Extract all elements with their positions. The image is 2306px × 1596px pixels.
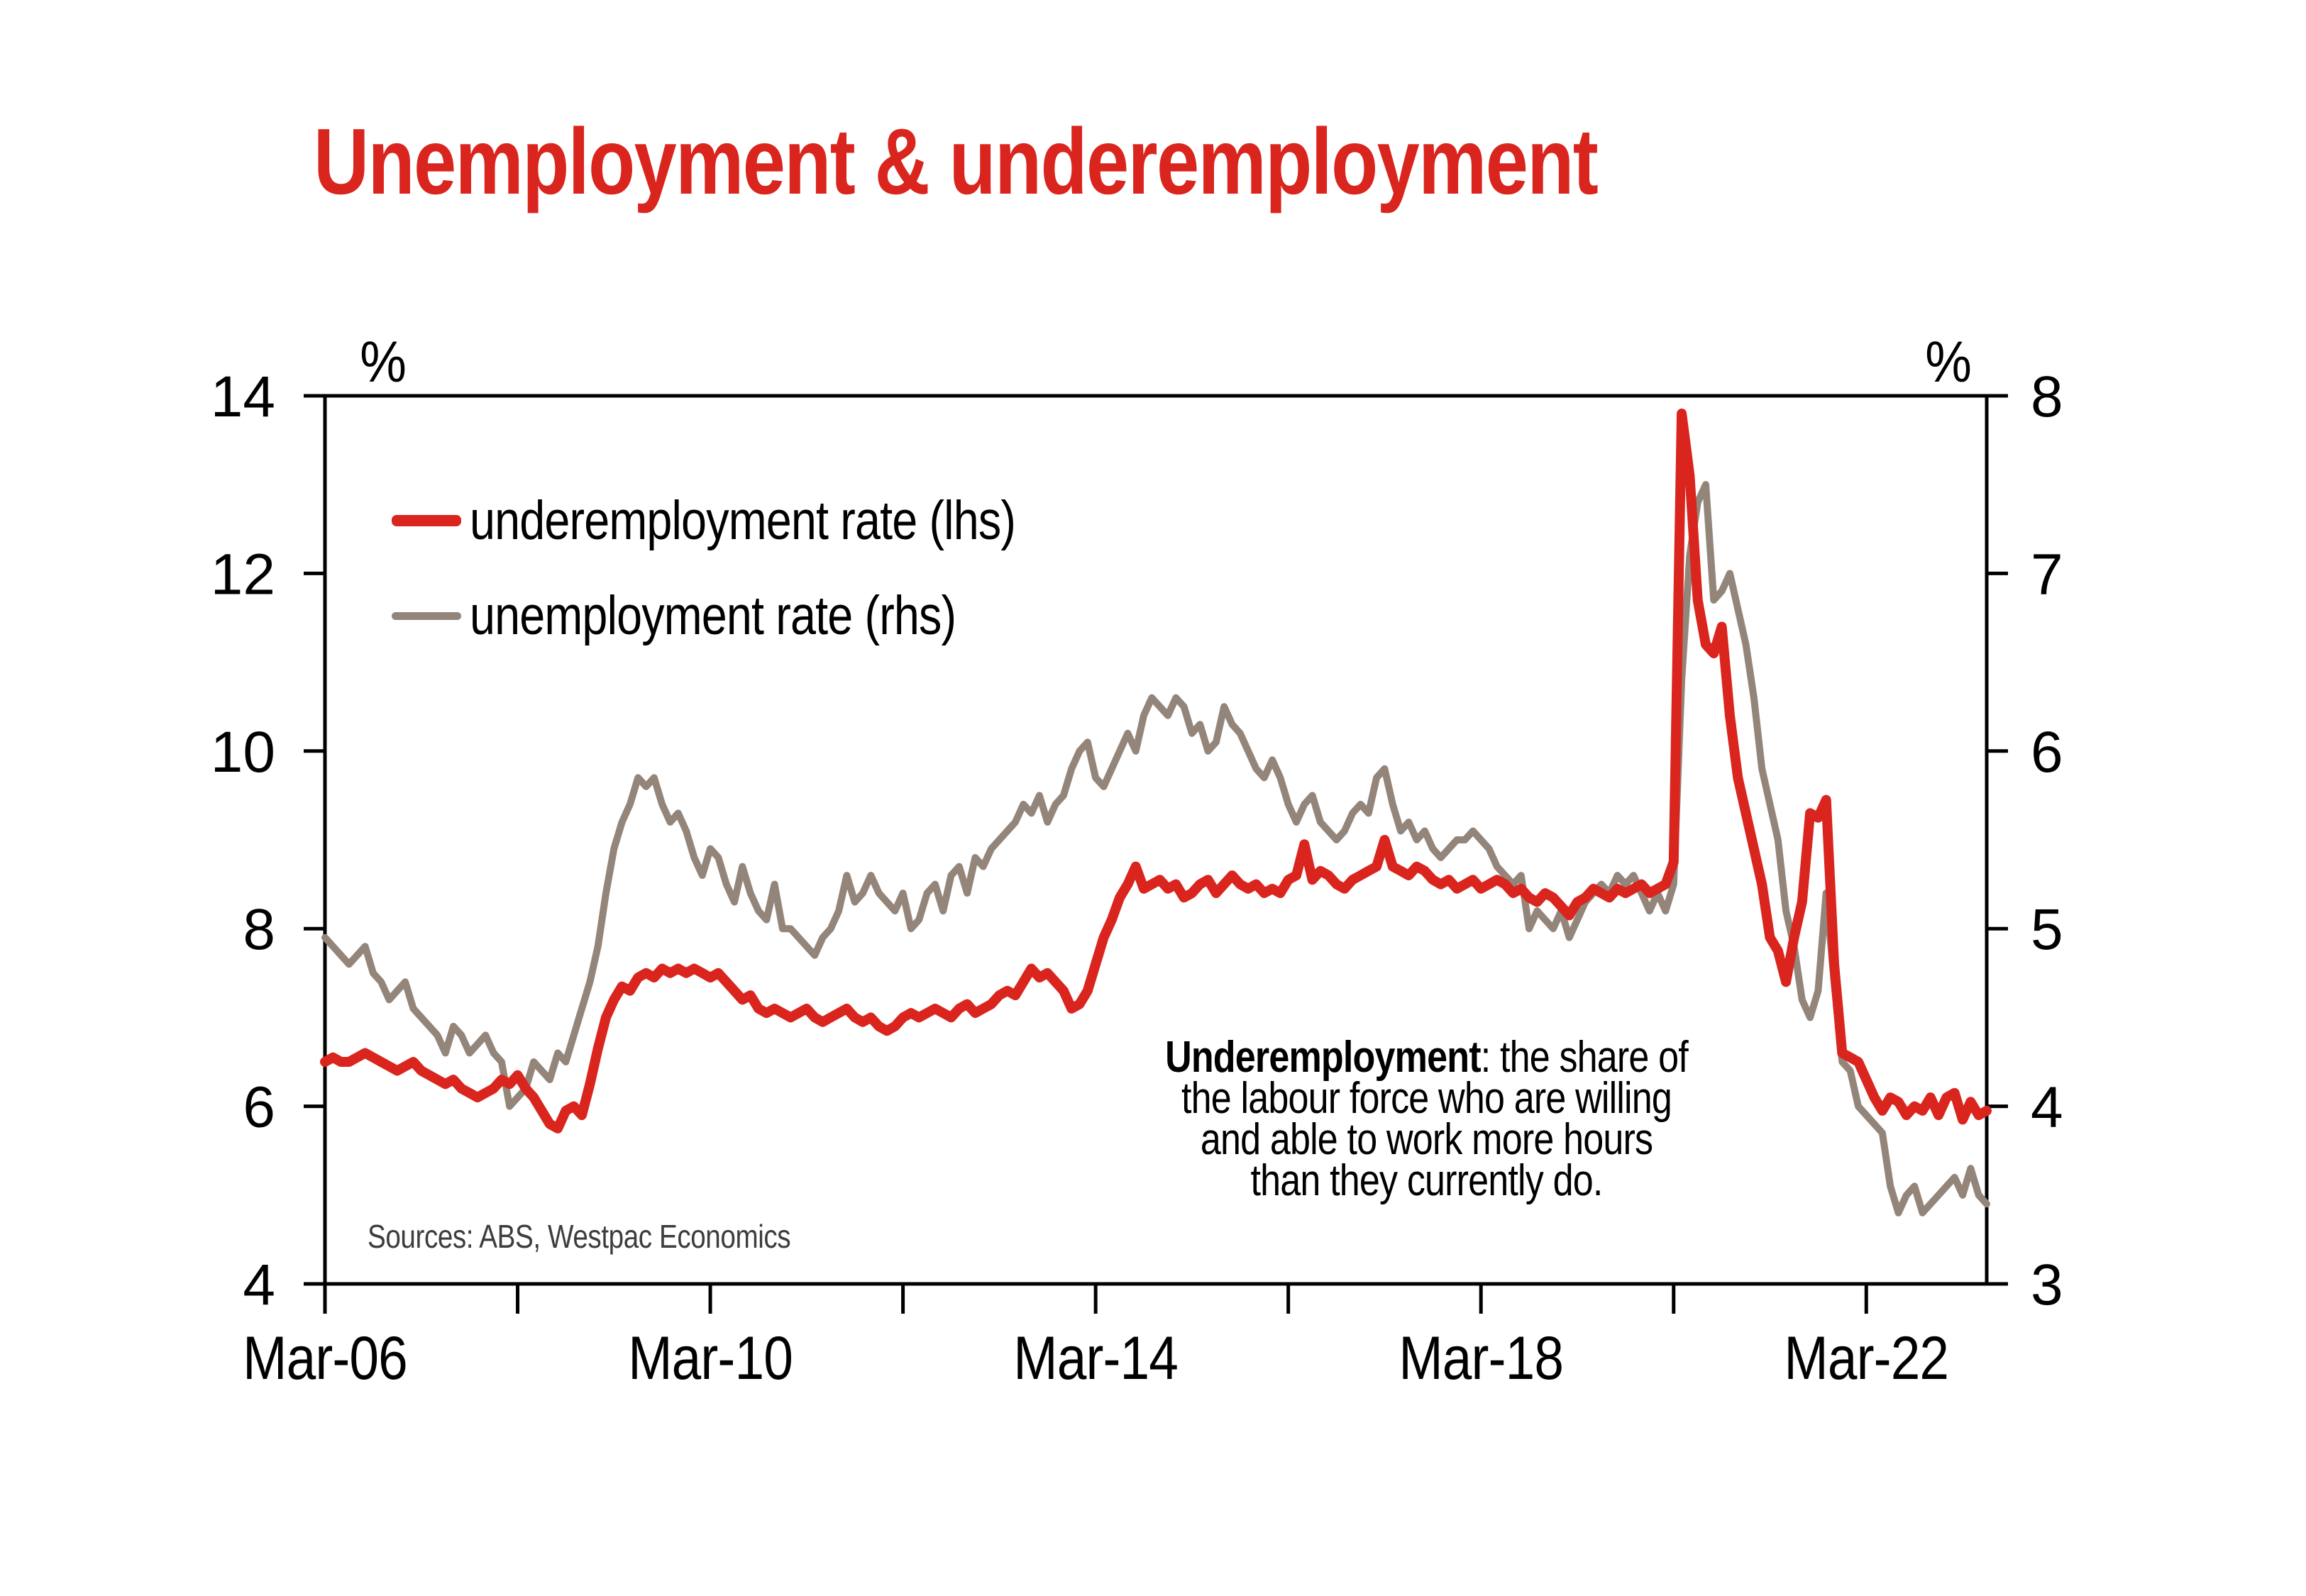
x-axis-tick-label: Mar-18 xyxy=(1399,1324,1563,1392)
left-axis-tick-label: 14 xyxy=(211,365,275,429)
right-axis-tick-label: 5 xyxy=(2031,897,2063,962)
unemployment-line-swatch-icon xyxy=(392,611,461,620)
annotation-line-4: than they currently do. xyxy=(1250,1156,1604,1205)
x-axis-tick-label: Mar-22 xyxy=(1784,1324,1948,1392)
left-axis-unit-label: % xyxy=(360,328,407,394)
left-axis-tick-label: 10 xyxy=(211,720,275,785)
annotation-line-3: and able to work more hours xyxy=(1200,1115,1653,1164)
left-axis-tick-label: 8 xyxy=(243,897,275,962)
x-axis-tick-label: Mar-10 xyxy=(628,1324,793,1392)
page-title: Unemployment & underemployment xyxy=(314,109,1599,214)
right-axis-unit-label: % xyxy=(1925,328,1972,394)
legend-item-underemployment: underemployment rate (lhs) xyxy=(392,484,1120,558)
legend-label-underemployment: underemployment rate (lhs) xyxy=(470,489,1016,551)
left-axis-tick-label: 4 xyxy=(243,1253,275,1317)
right-axis-tick-label: 7 xyxy=(2031,542,2063,606)
annotation-note: Underemployment: the share of the labour… xyxy=(1157,1033,1696,1205)
annotation-line-2: the labour force who are willing xyxy=(1181,1074,1672,1123)
legend: underemployment rate (lhs) unemployment … xyxy=(392,484,1120,653)
x-axis-tick-label: Mar-06 xyxy=(243,1324,407,1392)
right-axis-tick-label: 3 xyxy=(2031,1253,2063,1317)
source-note: Sources: ABS, Westpac Economics xyxy=(368,1218,791,1255)
legend-item-unemployment: unemployment rate (rhs) xyxy=(392,579,1120,653)
x-axis-tick-label: Mar-14 xyxy=(1013,1324,1178,1392)
underemployment-line-swatch-icon xyxy=(392,515,461,526)
unemployment-line xyxy=(321,481,1990,1217)
right-axis-tick-label: 6 xyxy=(2031,720,2063,785)
right-axis-tick-label: 4 xyxy=(2031,1075,2063,1140)
legend-label-unemployment: unemployment rate (rhs) xyxy=(470,584,956,646)
right-axis-tick-label: 8 xyxy=(2031,365,2063,429)
left-axis-tick-label: 6 xyxy=(243,1075,275,1140)
underemployment-line xyxy=(320,409,1992,1134)
left-axis-tick-label: 12 xyxy=(211,542,275,606)
annotation-line-1: Underemployment: the share of xyxy=(1165,1033,1689,1082)
